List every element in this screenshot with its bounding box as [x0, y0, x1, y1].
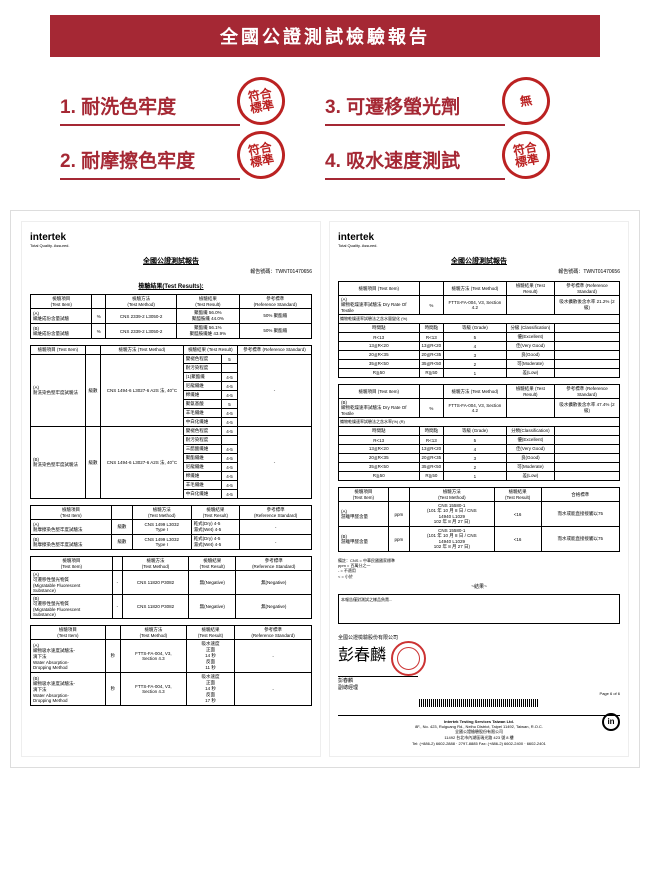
- test-3: 3. 可遷移螢光劑 無: [325, 82, 590, 136]
- table-3: 檢驗項目(Test Item)檢驗方法(Test Method)檢驗結果(Tes…: [30, 505, 312, 550]
- test-grid: 1. 耐洗色牢度 符合標準 3. 可遷移螢光劑 無 2. 耐摩擦色牢度 符合標準…: [0, 82, 650, 190]
- intertek-logo: intertek: [338, 232, 620, 243]
- stamp-icon: 無: [498, 73, 554, 129]
- table-1: 檢驗項目(Test Item)檢驗方法(Test Method)檢驗結果(Tes…: [30, 294, 312, 339]
- signature: 全國公證檢驗股份有限公司 彭春麟 彭春麟副總經理: [338, 634, 620, 691]
- stamp-icon: 符合標準: [233, 73, 289, 129]
- table-5: 檢驗項目(Test Item)檢驗方法(Test Method)檢驗結果(Tes…: [30, 625, 312, 706]
- table-r1: 檢驗項目 (Test Item)檢驗方法 (Test Method)檢驗結果 (…: [338, 281, 620, 378]
- stamp-icon: 符合標準: [233, 127, 289, 183]
- test-2: 2. 耐摩擦色牢度 符合標準: [60, 136, 325, 190]
- note: 備註：CNS = 中華民國國家標準 ppm = 百萬分之一 - = 不適用 < …: [338, 558, 620, 579]
- intertek-logo: intertek: [30, 232, 312, 243]
- stamp-icon: 符合標準: [498, 127, 554, 183]
- report-pages: intertek Total Quality. Assured. 全國公證測試報…: [10, 210, 640, 768]
- report-page-right: intertek Total Quality. Assured. 全國公證測試報…: [329, 221, 629, 757]
- table-r2: 檢驗項目 (Test Item)檢驗方法 (Test Method)檢驗結果 (…: [338, 384, 620, 481]
- disclaimer: 本報告僅對測試之樣品負責...: [338, 594, 620, 624]
- signature-stamp-icon: [391, 641, 426, 676]
- footer: Intertek Testing Services Taiwan Ltd. 8F…: [338, 715, 620, 746]
- table-2: 檢驗項目 (Test Item)檢驗方法 (Test Method)檢驗結果 (…: [30, 345, 312, 499]
- barcode: [419, 699, 539, 707]
- in-logo-icon: in: [602, 713, 620, 731]
- report-page-left: intertek Total Quality. Assured. 全國公證測試報…: [21, 221, 321, 757]
- table-r3: 檢驗項目(Test Item)檢驗方法(Test Method)檢驗結果(Tes…: [338, 487, 620, 552]
- test-4: 4. 吸水速度測試 符合標準: [325, 136, 590, 190]
- table-4: 檢驗項目(Test Item)檢驗方法(Test Method)檢驗結果(Tes…: [30, 556, 312, 619]
- test-1: 1. 耐洗色牢度 符合標準: [60, 82, 325, 136]
- banner-title: 全國公證測試檢驗報告: [50, 15, 600, 57]
